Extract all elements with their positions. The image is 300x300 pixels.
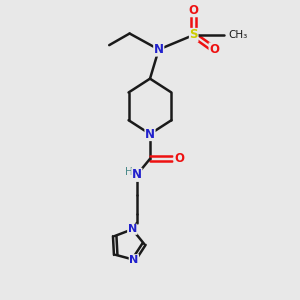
- Text: N: N: [154, 43, 164, 56]
- Text: N: N: [145, 128, 155, 140]
- Text: S: S: [190, 28, 198, 41]
- Text: N: N: [132, 168, 142, 181]
- Text: O: O: [174, 152, 184, 165]
- Text: O: O: [209, 43, 219, 56]
- Text: CH₃: CH₃: [229, 30, 248, 40]
- Text: N: N: [128, 224, 137, 234]
- Text: H: H: [125, 167, 133, 177]
- Text: N: N: [129, 255, 139, 265]
- Text: O: O: [189, 4, 199, 17]
